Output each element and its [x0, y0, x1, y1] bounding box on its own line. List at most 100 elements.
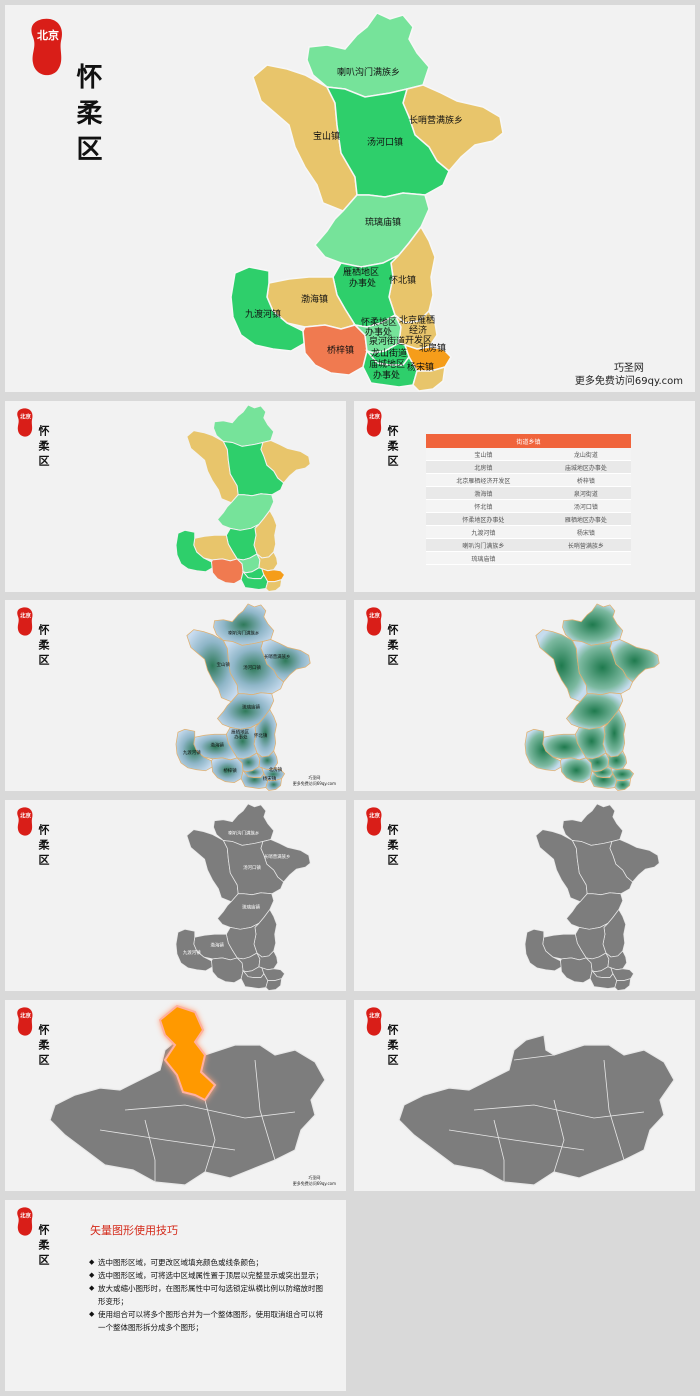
- table-cell: 北京雁栖经济开发区: [426, 473, 541, 487]
- table-cell: 九渡河镇: [426, 525, 541, 539]
- district-title: 怀柔区: [37, 1024, 50, 1069]
- svg-text:北京: 北京: [369, 812, 381, 820]
- svg-text:汤河口镇: 汤河口镇: [243, 864, 261, 871]
- table-cell: 庙城地区办事处: [540, 460, 631, 474]
- beijing-seal-icon: 北京: [31, 18, 63, 76]
- table-cell: 怀柔地区办事处: [426, 512, 541, 526]
- svg-text:雁栖地区: 雁栖地区: [231, 728, 249, 735]
- tips-title: 矢量图形使用技巧: [90, 1224, 178, 1237]
- seal-char-1: 北京: [37, 28, 59, 42]
- label-qiaozi: 桥梓镇: [327, 344, 354, 356]
- tip-item: 选中图形区域，可更改区域填充颜色或线条颜色；: [89, 1256, 329, 1269]
- gray-map-plain: [524, 803, 660, 991]
- gray-map-labeled: 喇叭沟门满族乡 长哨营满族乡 汤河口镇 琉璃庙镇 渤海镇 九渡河镇: [175, 803, 311, 991]
- gradient-map-plain: [524, 603, 660, 791]
- watermark: 巧圣网 更多免费访问69qy.com: [292, 1175, 336, 1186]
- table-cell: 宝山镇: [426, 448, 541, 461]
- district-title: 怀柔区: [37, 824, 50, 869]
- huairou-map: 喇叭沟门满族乡 长哨营满族乡 宝山镇 汤河口镇 琉璃庙镇 雁栖地区 办事处 怀北…: [230, 12, 504, 392]
- label-jiuduhe: 九渡河镇: [245, 308, 281, 320]
- table-row: 北京雁栖经济开发区 桥梓镇: [426, 473, 631, 487]
- table-row: 九渡河镇 杨宋镇: [426, 525, 631, 539]
- svg-text:北京: 北京: [369, 413, 381, 421]
- svg-text:九渡河镇: 九渡河镇: [183, 949, 201, 956]
- table-cell: 渤海镇: [426, 486, 541, 500]
- table-row: 怀柔地区办事处 雁栖地区办事处: [426, 512, 631, 526]
- watermark-line1: 巧圣网: [613, 363, 644, 374]
- slide-beijing-plain: 北京 怀柔区: [354, 1000, 695, 1191]
- svg-text:办事处: 办事处: [234, 734, 248, 741]
- tip-item: 放大或缩小图形时，在图形属性中可勾选锁定纵横比例以防缩放时图形变形；: [89, 1282, 329, 1308]
- slide-colored-map: 北京 怀柔区: [5, 401, 346, 592]
- tip-item: 选中图形区域，可将选中区域属性置于顶层以完整显示或突出显示；: [89, 1269, 329, 1282]
- table-row: 琉璃庙镇: [426, 551, 631, 565]
- svg-text:怀北镇: 怀北镇: [254, 732, 268, 739]
- table-cell: 桥梓镇: [540, 473, 631, 487]
- table-header: 街道乡镇: [426, 434, 631, 448]
- tip-item: 使用组合可以将多个图形合并为一个整体图形，使用取消组合可以将一个整体图形拆分成多…: [89, 1308, 329, 1334]
- svg-text:北京: 北京: [20, 1212, 32, 1220]
- svg-text:渤海镇: 渤海镇: [211, 942, 225, 949]
- label-bohai: 渤海镇: [301, 293, 328, 305]
- slide-gray-plain: 北京 怀柔区: [354, 800, 695, 991]
- label-econ-3: 开发区: [405, 334, 432, 346]
- district-title: 怀柔区: [37, 425, 50, 470]
- table-cell: 长哨营满族乡: [540, 538, 631, 552]
- region-labahe[interactable]: [306, 12, 430, 98]
- label-changshaoying: 长哨营满族乡: [409, 114, 463, 126]
- label-yanqi-2: 办事处: [349, 277, 376, 289]
- table-cell: 杨宋镇: [540, 525, 631, 539]
- colored-map: [175, 404, 311, 592]
- beijing-seal-icon: 北京: [17, 607, 33, 636]
- svg-text:北京: 北京: [369, 612, 381, 620]
- district-title: 怀柔区: [386, 425, 399, 470]
- main-slide: 北京 怀柔区 喇叭沟门满族乡 长哨营满族乡 宝山镇 汤河口镇 琉璃庙: [5, 5, 695, 392]
- svg-text:北京: 北京: [20, 413, 32, 421]
- slide-gradient-labeled: 北京 怀柔区 喇叭沟门满族乡 长哨营满族乡 宝山镇 汤河口镇 琉璃庙镇 雁栖地区…: [5, 600, 346, 791]
- label-yanqi-1: 雁栖地区: [343, 266, 379, 278]
- table-cell: 怀北镇: [426, 499, 541, 513]
- table-cell: 琉璃庙镇: [426, 551, 541, 565]
- label-huairou-2: 办事处: [365, 326, 392, 338]
- beijing-seal-icon: 北京: [17, 408, 33, 437]
- table-row: 怀北镇 汤河口镇: [426, 499, 631, 513]
- svg-text:琉璃庙镇: 琉璃庙镇: [242, 904, 260, 911]
- beijing-seal-icon: 北京: [17, 1207, 33, 1236]
- label-longshan: 龙山街道: [371, 347, 407, 359]
- towns-table: 街道乡镇 宝山镇 龙山街道 北房镇 庙城地区办事处 北京雁栖经济开发区 桥梓镇 渤海镇 泉河街…: [426, 434, 631, 565]
- svg-text:长哨营满族乡: 长哨营满族乡: [264, 653, 291, 660]
- svg-text:汤河口镇: 汤河口镇: [243, 664, 261, 671]
- label-labahe: 喇叭沟门满族乡: [337, 66, 400, 78]
- table-cell: 汤河口镇: [540, 499, 631, 513]
- svg-text:北京: 北京: [20, 1012, 32, 1020]
- watermark: 巧圣网 更多免费访问69qy.com: [292, 775, 336, 786]
- svg-text:喇叭沟门满族乡: 喇叭沟门满族乡: [228, 630, 259, 637]
- gradient-map: 喇叭沟门满族乡 长哨营满族乡 宝山镇 汤河口镇 琉璃庙镇 雁栖地区 办事处 怀北…: [175, 603, 311, 791]
- svg-text:桥梓镇: 桥梓镇: [223, 767, 237, 774]
- svg-text:九渡河镇: 九渡河镇: [183, 749, 201, 756]
- label-econ-2: 经济: [409, 324, 427, 336]
- district-title: 怀柔区: [386, 824, 399, 869]
- table-cell: 喇叭沟门满族乡: [426, 538, 541, 552]
- label-econ-1: 北京雁栖: [399, 314, 435, 326]
- district-title: 怀柔区: [37, 1224, 50, 1269]
- table-cell: 龙山街道: [540, 448, 631, 461]
- svg-text:长哨营满族乡: 长哨营满族乡: [264, 853, 291, 860]
- label-quanhe: 泉河街道: [369, 335, 405, 347]
- svg-text:喇叭沟门满族乡: 喇叭沟门满族乡: [228, 830, 259, 837]
- district-title: 怀柔区: [37, 624, 50, 669]
- table-row: 喇叭沟门满族乡 长哨营满族乡: [426, 538, 631, 552]
- label-beifang: 北房镇: [419, 342, 446, 354]
- tips-list: 选中图形区域，可更改区域填充颜色或线条颜色； 选中图形区域，可将选中区域属性置于…: [89, 1256, 329, 1334]
- huairou-highlight[interactable]: [158, 1004, 217, 1102]
- watermark: 巧圣网 更多免费访问69qy.com: [575, 362, 683, 388]
- svg-text:北京: 北京: [20, 612, 32, 620]
- svg-text:宝山镇: 宝山镇: [216, 661, 230, 668]
- svg-text:渤海镇: 渤海镇: [211, 742, 225, 749]
- label-huairou-1: 怀柔地区: [361, 316, 397, 328]
- beijing-seal-icon: 北京: [17, 1007, 33, 1036]
- district-title: 怀柔区: [72, 63, 102, 171]
- table-row: 宝山镇 龙山街道: [426, 448, 631, 461]
- label-baoshan: 宝山镇: [313, 130, 340, 142]
- slide-beijing-highlight: 北京 怀柔区 巧圣网 更多免费访问69qy.com: [5, 1000, 346, 1191]
